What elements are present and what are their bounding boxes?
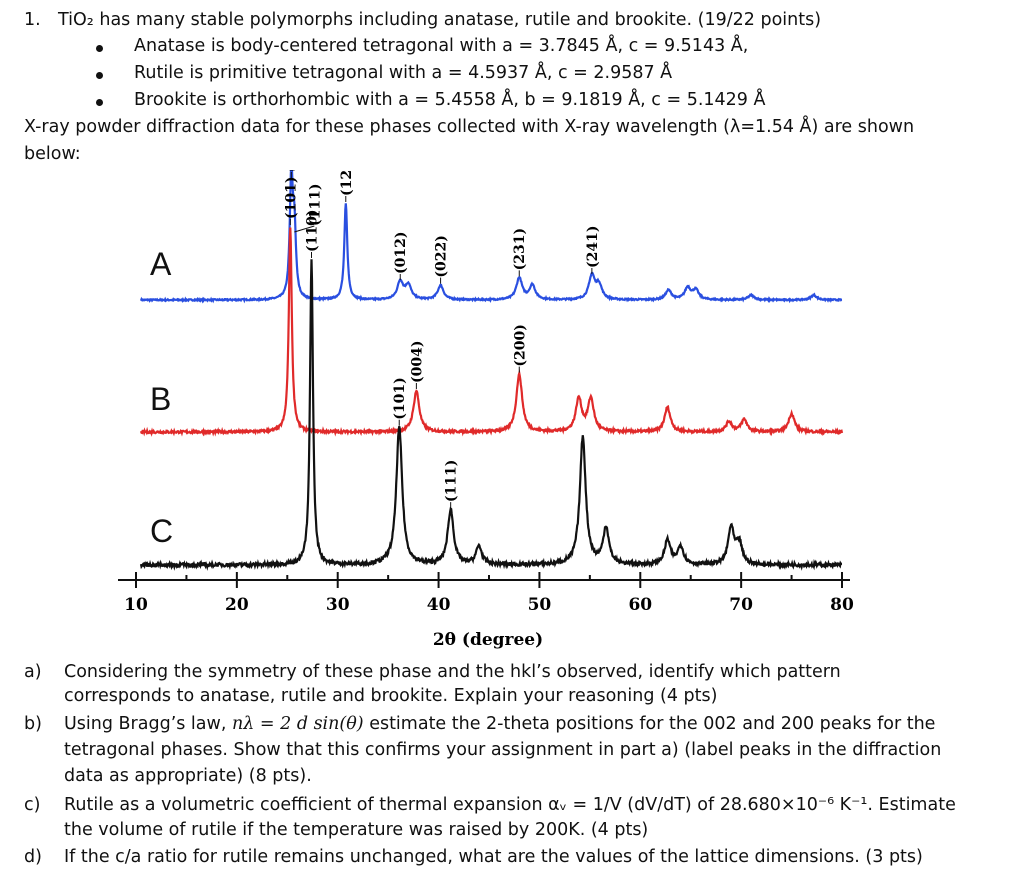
question-label: d): [24, 847, 42, 867]
bragg-formula: nλ = 2 d sin(θ): [231, 714, 364, 734]
peak-hkl-label: (101): [283, 177, 299, 219]
problem-intro: TiO₂ has many stable polymorphs includin…: [58, 10, 822, 30]
question-label: b): [24, 714, 42, 734]
series-label: C: [150, 513, 173, 549]
series-label: B: [150, 381, 171, 417]
x-tick-label: 70: [729, 595, 753, 615]
question-text: data as appropriate) (8 pts).: [64, 766, 312, 786]
question-label: a): [24, 662, 42, 682]
question-b: b) Using Bragg’s law, nλ = 2 d sin(θ) es…: [24, 712, 1014, 787]
x-tick-label: 40: [427, 595, 451, 615]
peak-hkl-label: (004): [409, 341, 425, 383]
question-text-part: Using Bragg’s law,: [64, 714, 232, 734]
bullet-brookite: Brookite is orthorhombic with a = 5.4558…: [134, 90, 766, 110]
x-tick-label: 80: [830, 595, 854, 615]
question-text: Considering the symmetry of these phase …: [64, 662, 841, 682]
x-axis-label: 2θ (degree): [433, 630, 543, 650]
peak-hkl-label: (200): [512, 324, 528, 366]
xrd-intro-line1: X-ray powder diffraction data for these …: [24, 117, 915, 137]
question-text: the volume of rutile if the temperature …: [64, 820, 649, 840]
peak-hkl-label: (111): [307, 184, 323, 226]
series-label: A: [150, 246, 172, 282]
x-tick-label: 20: [225, 595, 249, 615]
bullet-dot: [96, 72, 103, 79]
question-text: corresponds to anatase, rutile and brook…: [64, 686, 718, 706]
x-tick-label: 60: [628, 595, 652, 615]
series-line-C: [139, 259, 843, 571]
bullet-dot: [96, 45, 103, 52]
question-text-part: estimate the 2-theta positions for the 0…: [363, 714, 936, 734]
problem-number: 1.: [24, 10, 41, 30]
question-c: c) Rutile as a volumetric coefficient of…: [24, 793, 1014, 843]
x-tick-label: 10: [124, 595, 148, 615]
xrd-intro-line2: below:: [24, 144, 81, 164]
question-d: d) If the c/a ratio for rutile remains u…: [24, 845, 1014, 871]
peak-hkl-label: (231): [512, 228, 528, 270]
peak-hkl-label: (241): [585, 226, 601, 268]
peak-hkl-label: (101): [392, 377, 408, 419]
peak-hkl-label: (120): [284, 170, 300, 172]
bullet-anatase: Anatase is body-centered tetragonal with…: [134, 36, 749, 56]
question-text: Using Bragg’s law, nλ = 2 d sin(θ) estim…: [64, 712, 935, 736]
question-text: Rutile as a volumetric coefficient of th…: [64, 795, 956, 815]
bullet-rutile: Rutile is primitive tetragonal with a = …: [134, 63, 673, 83]
x-tick-label: 30: [326, 595, 350, 615]
peak-leader-line: [294, 225, 315, 233]
series-line-B: [139, 227, 844, 437]
peak-hkl-label: (121): [339, 170, 355, 196]
peak-hkl-label: (022): [434, 235, 450, 277]
peak-hkl-label: (012): [393, 232, 409, 274]
series-line-A: [139, 170, 843, 304]
question-text: If the c/a ratio for rutile remains unch…: [64, 847, 923, 867]
x-tick-label: 50: [528, 595, 552, 615]
bullet-dot: [96, 99, 103, 106]
question-text: tetragonal phases. Show that this confir…: [64, 740, 942, 760]
peak-hkl-label: (111): [444, 460, 460, 502]
question-label: c): [24, 795, 41, 815]
question-a: a) Considering the symmetry of these pha…: [24, 660, 1014, 710]
peak-hkl-label: (110): [304, 210, 320, 252]
